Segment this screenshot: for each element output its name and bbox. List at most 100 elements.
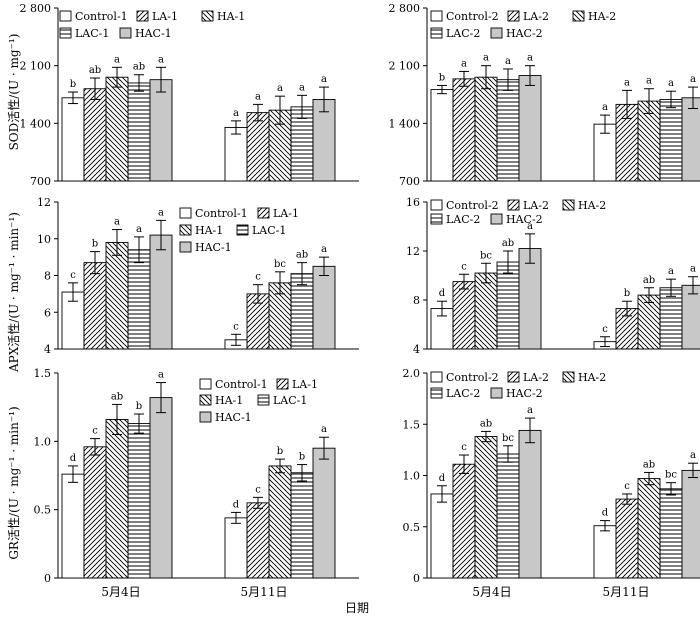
significance-letter: a	[158, 370, 164, 381]
legend-label: Control-1	[75, 10, 128, 23]
y-tick-label: 4	[413, 343, 420, 356]
y-tick-label: 700	[399, 175, 420, 188]
legend-swatch	[277, 379, 288, 389]
bar-la-1	[84, 89, 106, 181]
bar-lac-1	[128, 424, 150, 578]
legend-label: LA-2	[523, 371, 549, 384]
bar-lac-1	[291, 473, 313, 578]
significance-letter: ab	[89, 65, 101, 76]
significance-letter: a	[321, 424, 327, 435]
significance-letter: ab	[480, 418, 492, 429]
significance-letter: b	[299, 452, 305, 463]
y-tick-label: 0	[413, 572, 420, 585]
significance-letter: a	[461, 58, 467, 69]
bar-ha-1	[106, 419, 128, 578]
bar-la-2	[616, 499, 638, 578]
significance-letter: ab	[133, 62, 145, 73]
legend-swatch	[60, 11, 71, 21]
bar-hac-1	[313, 266, 335, 349]
y-axis-label-gr: GR活性/(U · mg⁻¹ · min⁻¹)	[7, 406, 21, 559]
y-tick-label: 2 800	[389, 2, 421, 15]
y-tick-label: 12	[406, 245, 420, 258]
significance-letter: b	[624, 288, 630, 299]
bar-lac-2	[660, 489, 682, 578]
bar-control-1	[62, 98, 84, 181]
significance-letter: a	[299, 82, 305, 93]
significance-letter: ab	[502, 238, 514, 249]
legend-swatch	[563, 200, 574, 210]
bar-la-2	[453, 282, 475, 349]
legend-swatch	[491, 214, 502, 224]
legend-label: LA-2	[523, 10, 549, 23]
legend-swatch	[508, 11, 519, 21]
legend-swatch	[200, 379, 211, 389]
legend-swatch	[431, 214, 442, 224]
legend-swatch	[508, 200, 519, 210]
significance-letter: ab	[296, 250, 308, 261]
legend-swatch	[60, 28, 71, 38]
bar-hac-2	[519, 430, 541, 578]
significance-letter: c	[255, 272, 261, 283]
significance-letter: c	[255, 484, 261, 495]
bar-hac-2	[682, 285, 700, 349]
significance-letter: a	[114, 217, 120, 228]
y-tick-label: 1 400	[20, 117, 52, 130]
legend-label: HAC-1	[215, 411, 252, 424]
bar-ha-1	[106, 242, 128, 349]
legend-swatch	[180, 208, 191, 218]
legend-label: HAC-2	[506, 387, 543, 400]
legend-swatch	[508, 372, 519, 382]
significance-letter: c	[624, 481, 630, 492]
legend-label: HA-1	[195, 224, 223, 237]
legend-label: LAC-1	[273, 394, 307, 407]
significance-letter: d	[439, 473, 446, 484]
significance-letter: d	[233, 499, 240, 510]
x-date-label-right-1: 5月4日	[472, 585, 511, 599]
legend-label: LA-1	[292, 378, 318, 391]
x-date-label-left-1: 5月4日	[101, 585, 140, 599]
y-axis-label-apx: APX活性/(U · mg⁻¹ · min⁻¹)	[7, 212, 21, 373]
y-tick-label: 2 100	[389, 60, 421, 73]
bar-hac-1	[313, 448, 335, 578]
significance-letter: b	[136, 401, 142, 412]
legend-swatch	[491, 28, 502, 38]
legend-swatch	[258, 395, 269, 405]
bar-lac-2	[660, 288, 682, 349]
significance-letter: a	[527, 405, 533, 416]
legend-label: Control-2	[446, 10, 499, 23]
significance-letter: c	[602, 324, 608, 335]
y-tick-label: 8	[413, 294, 420, 307]
bar-la-2	[453, 464, 475, 578]
legend-swatch	[200, 412, 211, 422]
legend-label: LAC-2	[446, 387, 480, 400]
bar-control-1	[62, 474, 84, 578]
bar-lac-2	[497, 454, 519, 578]
bar-hac-1	[150, 398, 172, 578]
legend-swatch	[237, 225, 248, 235]
significance-letter: a	[277, 83, 283, 94]
y-tick-label: 1.5	[34, 367, 52, 380]
legend-label: Control-2	[446, 371, 499, 384]
legend-swatch	[573, 11, 584, 21]
significance-letter: a	[668, 266, 674, 277]
y-tick-label: 2 100	[20, 60, 52, 73]
bar-hac-1	[150, 235, 172, 349]
significance-letter: a	[158, 207, 164, 218]
bar-la-2	[453, 79, 475, 181]
significance-letter: a	[158, 54, 164, 65]
bar-ha-2	[638, 479, 660, 578]
legend-label: HAC-1	[135, 27, 172, 40]
legend-label: LAC-1	[75, 27, 109, 40]
legend-swatch	[563, 372, 574, 382]
significance-letter: c	[92, 426, 98, 437]
y-tick-label: 10	[37, 233, 51, 246]
bar-la-1	[84, 447, 106, 578]
legend-swatch	[180, 242, 191, 252]
significance-letter: a	[668, 78, 674, 89]
legend-swatch	[180, 225, 191, 235]
significance-letter: b	[92, 239, 98, 250]
significance-letter: c	[233, 321, 239, 332]
